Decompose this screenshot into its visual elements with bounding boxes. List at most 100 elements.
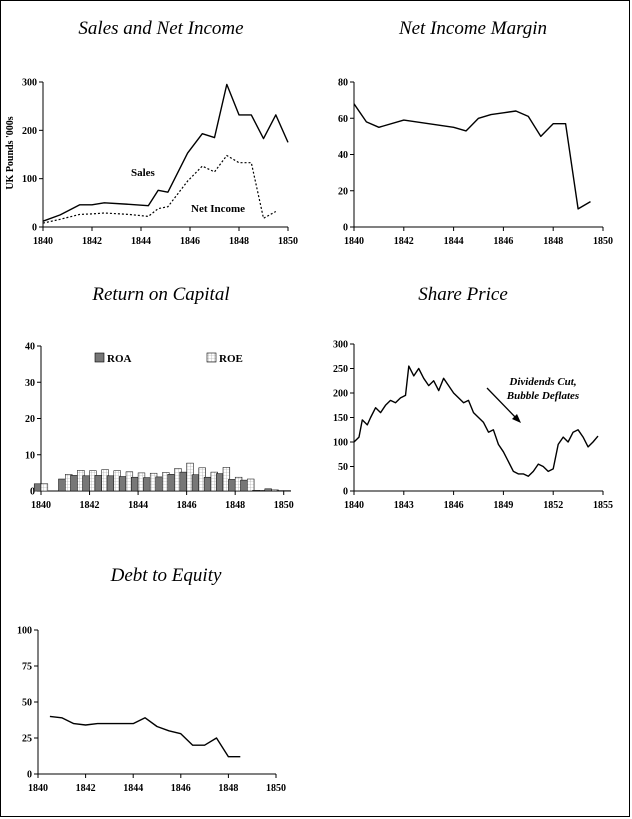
y-tick-label: 20 — [338, 186, 348, 197]
y-tick-label: 0 — [343, 223, 348, 234]
chart-title-margin: Net Income Margin — [398, 18, 547, 39]
y-tick-label: 0 — [32, 223, 37, 234]
bar-roa — [106, 475, 115, 492]
y-tick-label: 80 — [338, 78, 348, 89]
panel-sales: Sales and Net Income UK Pounds '000s 0 10… — [5, 18, 298, 247]
x-tick-label: 1848 — [218, 783, 238, 794]
series-line-sales — [42, 83, 289, 222]
annotation-dividends-cut: Dividends Cut, — [508, 376, 576, 388]
x-tick-label: 1850 — [593, 236, 613, 247]
x-tick-label: 1850 — [266, 783, 286, 794]
bar-roa — [240, 479, 248, 492]
bar-roe — [40, 483, 49, 492]
plot-margin — [353, 103, 591, 210]
y-tick-label: 300 — [333, 340, 348, 351]
x-tick-label: 1844 — [123, 783, 143, 794]
y-tick-label: 25 — [22, 734, 32, 745]
plot-roc — [33, 462, 291, 492]
y-tick-label: 50 — [22, 698, 32, 709]
axes-share: 0 50 100 150 200 250 300 1840 1843 1846 1849 1852 18… — [333, 340, 613, 512]
legend-label-roe: ROE — [219, 353, 243, 365]
bar-roa — [228, 479, 236, 492]
annotation-arrow — [486, 387, 521, 423]
annotation-sales: Sales — [131, 167, 156, 179]
y-tick-label: 40 — [338, 150, 348, 161]
y-tick-label: 20 — [25, 414, 35, 425]
chart-title-share: Share Price — [418, 284, 508, 305]
x-tick-label: 1840 — [344, 236, 364, 247]
y-tick-label: 300 — [22, 78, 37, 89]
panel-roc: Return on Capital 0 10 20 30 40 1840 1842 1844 1… — [25, 284, 294, 511]
panel-share: Share Price 0 50 100 150 200 250 300 1840 1843 18… — [333, 284, 613, 511]
series-line — [49, 715, 241, 758]
y-tick-label: 40 — [25, 342, 35, 353]
x-tick-label: 1842 — [82, 236, 102, 247]
x-tick-label: 1840 — [344, 500, 364, 511]
plot-sales — [42, 83, 289, 224]
x-tick-label: 1842 — [80, 500, 100, 511]
y-tick-label: 100 — [17, 626, 32, 637]
x-tick-label: 1843 — [394, 500, 414, 511]
axes-sales: 0 100 200 300 1840 1842 1844 1846 1848 1850 — [22, 78, 298, 248]
x-tick-label: 1840 — [31, 500, 51, 511]
y-tick-label: 50 — [338, 462, 348, 473]
bar-roa — [191, 474, 200, 492]
axes-debt: 0 25 50 75 100 1840 1842 1844 1846 1848 1850 — [17, 626, 286, 795]
x-tick-label: 1846 — [171, 783, 191, 794]
y-tick-label: 60 — [338, 114, 348, 125]
series-line — [353, 365, 599, 477]
chart-title-sales: Sales and Net Income — [78, 18, 243, 39]
plot-share — [353, 365, 599, 477]
x-tick-label: 1848 — [225, 500, 245, 511]
series-line — [353, 103, 591, 210]
plot-debt — [49, 715, 241, 758]
x-tick-label: 1844 — [131, 236, 151, 247]
axes-margin: 0 20 40 60 80 1840 1842 1844 1846 1848 1850 — [338, 78, 613, 248]
y-tick-label: 0 — [27, 770, 32, 781]
y-tick-label: 200 — [333, 389, 348, 400]
legend-swatch-roe — [206, 352, 217, 363]
legend-label-roa: ROA — [107, 353, 132, 365]
x-tick-label: 1840 — [28, 783, 48, 794]
bar-roa — [58, 478, 66, 492]
y-tick-label: 10 — [25, 450, 35, 461]
panel-margin: Net Income Margin 0 20 40 60 80 1840 1842 1844 1… — [338, 18, 613, 247]
x-tick-label: 1840 — [33, 236, 53, 247]
annotation-bubble-deflates: Bubble Deflates — [506, 390, 579, 402]
x-tick-label: 1850 — [278, 236, 298, 247]
x-tick-label: 1846 — [444, 500, 464, 511]
x-tick-label: 1846 — [177, 500, 197, 511]
y-tick-label: 75 — [22, 662, 32, 673]
bar-roa — [167, 474, 175, 492]
x-tick-label: 1855 — [593, 500, 613, 511]
bar-roa — [94, 475, 102, 492]
bar-roa — [264, 488, 272, 492]
bar-roa — [70, 475, 78, 492]
x-tick-label: 1849 — [493, 500, 513, 511]
x-tick-label: 1842 — [76, 783, 96, 794]
bar-roa — [33, 483, 42, 492]
x-tick-label: 1848 — [229, 236, 249, 247]
bar-roa — [155, 476, 163, 492]
y-tick-label: 150 — [333, 413, 348, 424]
bar-roa — [82, 475, 90, 492]
y-tick-label: 250 — [333, 364, 348, 375]
legend-swatch-roa — [94, 352, 105, 363]
chart-title-debt: Debt to Equity — [110, 565, 222, 586]
bar-roa — [215, 473, 224, 492]
bar-roa — [143, 477, 151, 492]
bar-roa — [252, 490, 260, 492]
x-tick-label: 1844 — [444, 236, 464, 247]
x-tick-label: 1844 — [128, 500, 148, 511]
bar-roa — [179, 471, 187, 492]
y-tick-label: 0 — [30, 487, 35, 498]
x-tick-label: 1846 — [493, 236, 513, 247]
x-tick-label: 1848 — [543, 236, 563, 247]
y-tick-label: 200 — [22, 126, 37, 137]
x-tick-label: 1852 — [543, 500, 563, 511]
y-tick-label: 100 — [22, 174, 37, 185]
x-tick-label: 1846 — [180, 236, 200, 247]
bar-roe — [247, 478, 255, 492]
legend-roc: ROA ROE — [94, 352, 243, 365]
